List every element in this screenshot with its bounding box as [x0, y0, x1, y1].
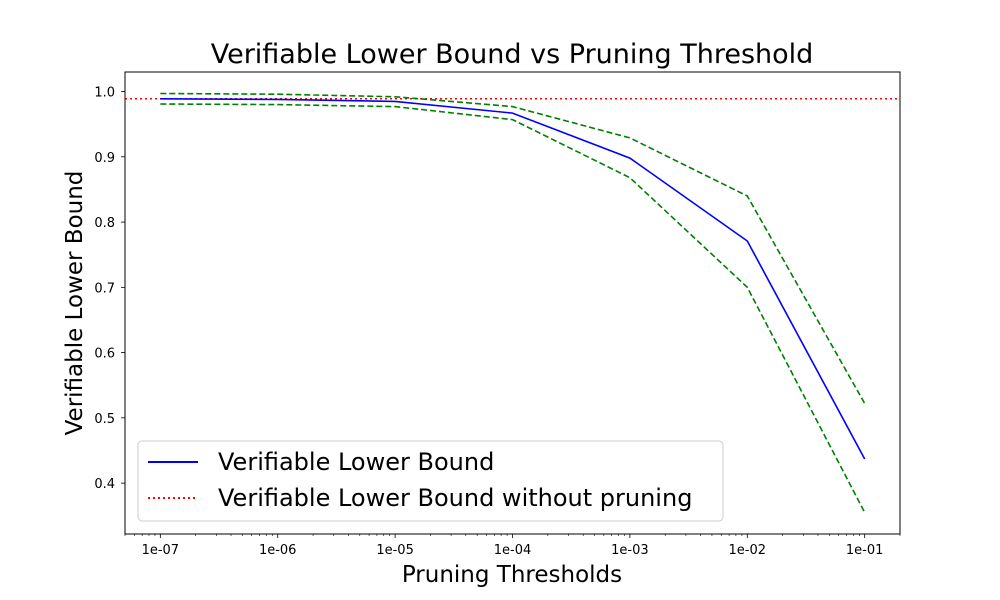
y-tick-label: 0.5: [94, 412, 115, 427]
legend-box: [137, 440, 724, 522]
axis-ticks: 1e-07 1e-06 1e-05 1e-04 1e-03 1e-02 1e-01 0.4 0.…: [94, 86, 901, 558]
x-tick-label: 1e-02: [729, 543, 767, 558]
legend: Verifiable Lower Bound Verifiable Lower …: [137, 440, 724, 522]
y-tick-label: 0.4: [94, 477, 115, 492]
y-tick-label: 0.8: [94, 216, 115, 231]
series-line-2: [160, 103, 866, 513]
y-tick-label: 0.7: [94, 281, 115, 296]
x-tick-label: 1e-01: [846, 543, 884, 558]
series-line-0: [160, 98, 866, 460]
y-tick-label: 0.9: [94, 151, 115, 166]
x-tick-label: 1e-05: [376, 543, 414, 558]
y-tick-label: 0.6: [94, 347, 115, 362]
chart-title: Verifiable Lower Bound vs Pruning Thresh…: [211, 39, 814, 70]
legend-label-verifiable-lower-bound: Verifiable Lower Bound: [218, 448, 494, 476]
y-tick-label: 1.0: [94, 86, 115, 101]
x-axis-label: Pruning Thresholds: [402, 562, 622, 588]
x-tick-label: 1e-07: [142, 543, 180, 558]
x-tick-label: 1e-06: [259, 543, 297, 558]
y-axis-label: Verifiable Lower Bound: [62, 171, 88, 436]
x-tick-label: 1e-03: [611, 543, 649, 558]
legend-label-without-pruning: Verifiable Lower Bound without pruning: [218, 484, 692, 512]
x-tick-label: 1e-04: [494, 543, 532, 558]
plot-area: [125, 92, 900, 513]
series-line-1: [160, 92, 866, 404]
